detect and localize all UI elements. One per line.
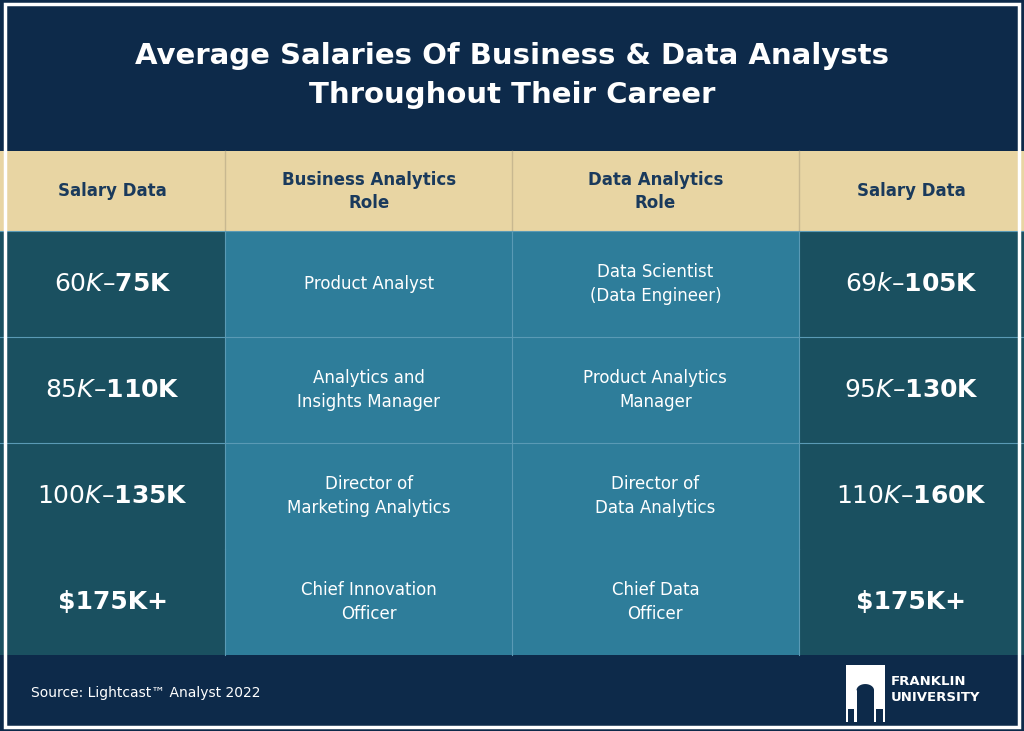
Text: Chief Data
Officer: Chief Data Officer: [611, 581, 699, 623]
Text: Product Analyst: Product Analyst: [303, 275, 434, 293]
Bar: [0, 549, 225, 655]
Text: $85K–$110K: $85K–$110K: [45, 378, 180, 402]
Bar: [225, 443, 512, 549]
Polygon shape: [856, 684, 874, 690]
Text: Director of
Marketing Analytics: Director of Marketing Analytics: [287, 475, 451, 517]
Bar: [0, 231, 225, 337]
Bar: [225, 231, 512, 337]
Text: $69k–$105K: $69k–$105K: [845, 272, 978, 296]
Bar: [0, 0, 1024, 151]
Text: Average Salaries Of Business & Data Analysts
Throughout Their Career: Average Salaries Of Business & Data Anal…: [135, 42, 889, 109]
Text: Salary Data: Salary Data: [857, 182, 966, 200]
Text: Analytics and
Insights Manager: Analytics and Insights Manager: [297, 369, 440, 411]
Text: Data Analytics
Role: Data Analytics Role: [588, 170, 723, 212]
Text: $100K–$135K: $100K–$135K: [37, 484, 188, 508]
Text: Source: Lightcast™ Analyst 2022: Source: Lightcast™ Analyst 2022: [31, 686, 260, 700]
Text: $175K+: $175K+: [856, 590, 967, 614]
Text: $60K–$75K: $60K–$75K: [54, 272, 171, 296]
Bar: [0, 443, 225, 549]
Bar: [877, 709, 883, 721]
Bar: [0, 151, 1024, 231]
Text: $95K–$130K: $95K–$130K: [844, 378, 979, 402]
Bar: [512, 549, 799, 655]
Bar: [848, 709, 854, 721]
Text: $175K+: $175K+: [57, 590, 168, 614]
Text: Product Analytics
Manager: Product Analytics Manager: [584, 369, 727, 411]
Bar: [225, 549, 512, 655]
Text: Business Analytics
Role: Business Analytics Role: [282, 170, 456, 212]
Text: Director of
Data Analytics: Director of Data Analytics: [595, 475, 716, 517]
Text: Chief Innovation
Officer: Chief Innovation Officer: [301, 581, 436, 623]
Bar: [799, 337, 1024, 443]
Bar: [0, 655, 1024, 731]
Bar: [799, 443, 1024, 549]
Text: Salary Data: Salary Data: [58, 182, 167, 200]
Bar: [0, 337, 225, 443]
Bar: [512, 443, 799, 549]
Bar: [856, 690, 874, 721]
Bar: [225, 337, 512, 443]
Bar: [846, 664, 885, 721]
Bar: [799, 231, 1024, 337]
Bar: [512, 337, 799, 443]
Text: $110K–$160K: $110K–$160K: [836, 484, 987, 508]
Bar: [512, 231, 799, 337]
Bar: [799, 549, 1024, 655]
Text: Data Scientist
(Data Engineer): Data Scientist (Data Engineer): [590, 263, 721, 305]
Text: FRANKLIN
UNIVERSITY: FRANKLIN UNIVERSITY: [891, 675, 980, 704]
